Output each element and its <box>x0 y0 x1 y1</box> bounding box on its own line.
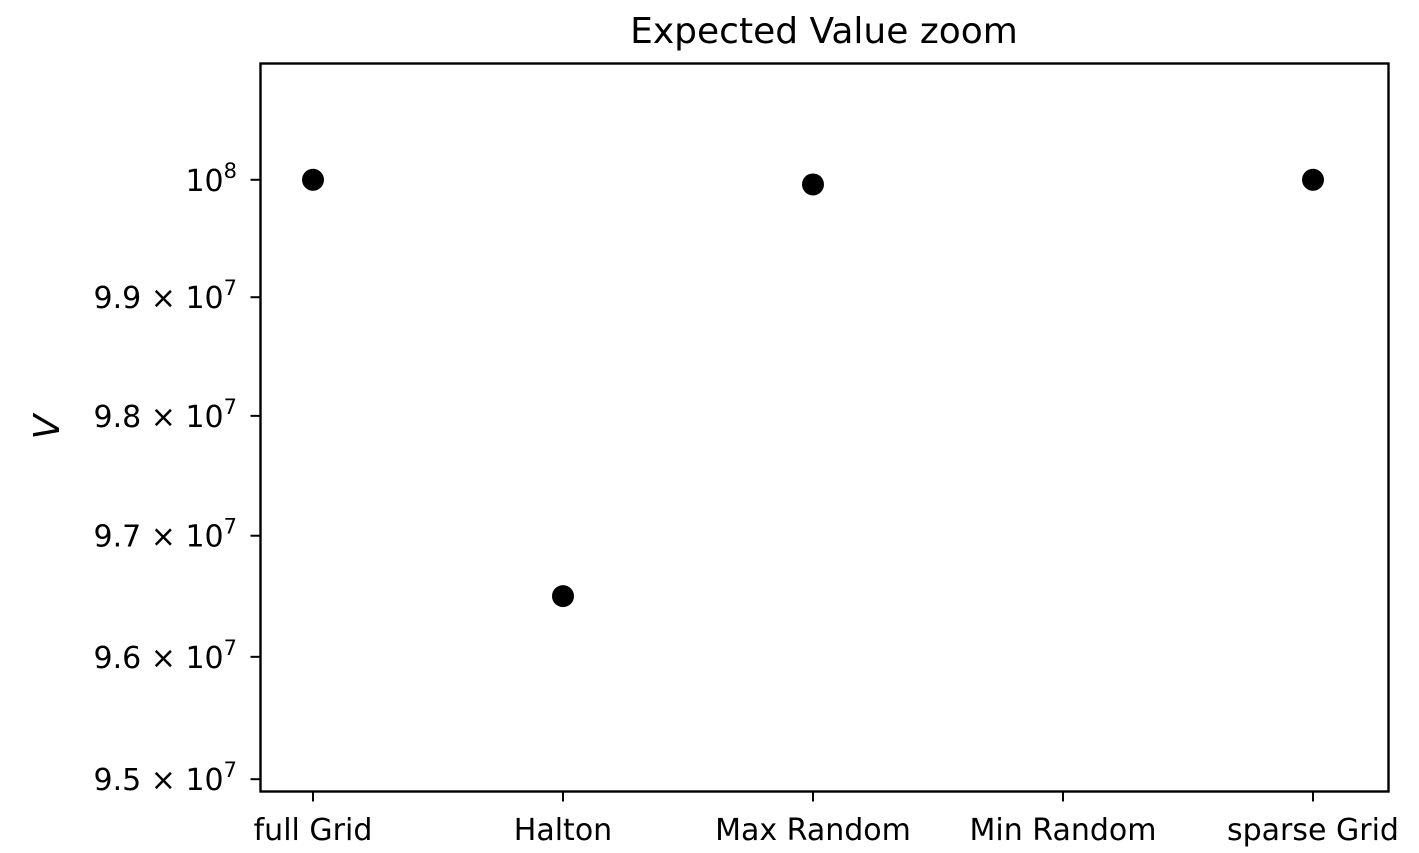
y-tick-label: 108 <box>185 159 237 199</box>
plot-area <box>259 62 1390 793</box>
data-point <box>802 173 824 196</box>
x-tick-label: Min Random <box>970 813 1157 848</box>
y-tick-label: 9.6 × 107 <box>94 636 237 676</box>
y-tick-label: 9.7 × 107 <box>94 515 237 555</box>
y-axis-label: V <box>27 412 68 439</box>
x-tick-label: full Grid <box>254 813 373 848</box>
x-axis: full Grid Halton Max Random Min Random spars… <box>254 791 1399 848</box>
data-point <box>552 585 574 608</box>
chart-title: Expected Value zoom <box>630 11 1018 52</box>
x-tick-label: Halton <box>514 813 612 848</box>
x-tick-label: Max Random <box>715 813 911 848</box>
y-tick-label: 9.9 × 107 <box>94 276 237 316</box>
data-points <box>302 168 1324 608</box>
y-axis: 9.5 × 107 9.6 × 107 9.7 × 107 9.8 × 107 9.9 … <box>94 159 261 798</box>
y-tick-label: 9.8 × 107 <box>94 395 237 435</box>
x-tick-label: sparse Grid <box>1227 813 1399 848</box>
y-tick-label: 9.5 × 107 <box>94 758 237 798</box>
data-point <box>302 168 324 191</box>
data-point <box>1302 168 1324 191</box>
